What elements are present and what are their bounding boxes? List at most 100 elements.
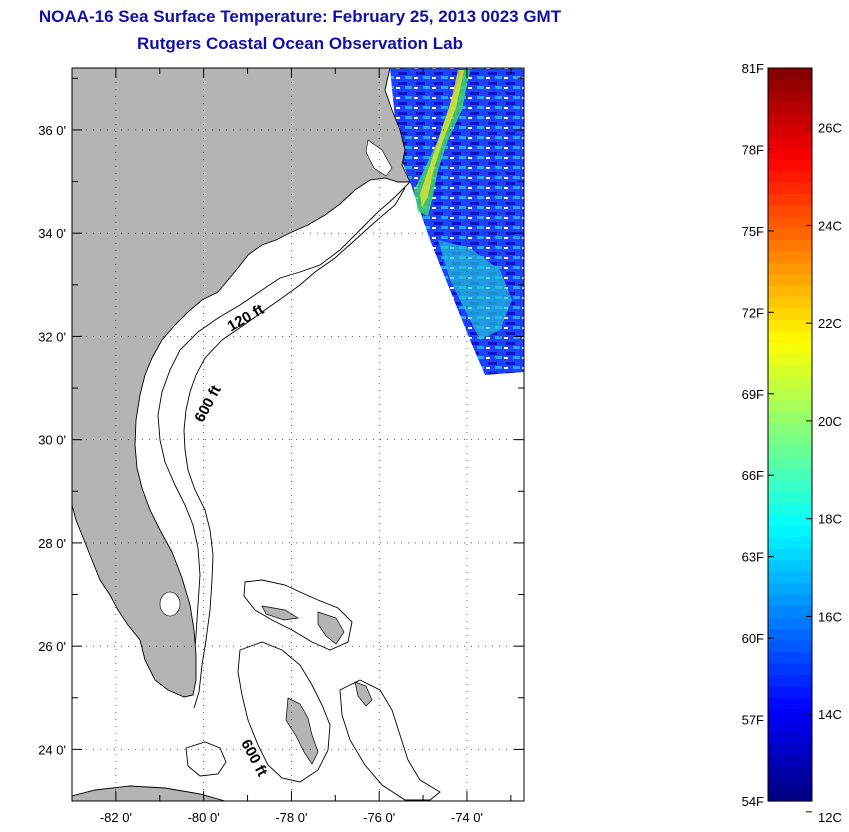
bahamas-islands-grand — [261, 605, 300, 621]
colorbar-swatch — [768, 732, 812, 745]
colorbar-swatch — [768, 743, 812, 756]
lon-tick-label: -74 0' — [451, 810, 483, 825]
map-frame — [71, 67, 525, 802]
colorbar-swatch — [768, 90, 812, 103]
colorbar-swatch — [768, 79, 812, 92]
pamlico-sound — [365, 139, 393, 177]
colorbar-swatch — [768, 274, 812, 287]
colorbar-swatch — [768, 778, 812, 791]
colorbar-swatch — [768, 388, 812, 401]
bahamas-islands-eleuthera — [354, 681, 373, 707]
map-subtitle: Rutgers Coastal Ocean Observation Lab — [137, 34, 463, 53]
lat-tick-label: 32 0' — [38, 329, 66, 344]
colorbar-swatch — [768, 480, 812, 493]
colorbar-swatch — [768, 148, 812, 161]
colorbar-swatch — [768, 262, 812, 275]
colorbar-swatch — [768, 216, 812, 229]
colorbar-swatch — [768, 159, 812, 172]
contour-120ft — [157, 181, 411, 689]
us-mainland — [72, 68, 411, 698]
contour-600ft — [183, 187, 406, 709]
colorbar-c-label: 22C — [818, 316, 842, 331]
colorbar-swatch — [768, 686, 812, 699]
colorbar-swatch — [768, 514, 812, 527]
colorbar-swatch — [768, 171, 812, 184]
lake-okeechobee — [159, 591, 181, 617]
colorbar-swatch — [768, 675, 812, 688]
colorbar-swatch — [768, 640, 812, 653]
colorbar-swatch — [768, 136, 812, 149]
colorbar-swatch — [768, 68, 812, 81]
lat-tick-label: 34 0' — [38, 226, 66, 241]
bahamas-bank-southwest — [185, 741, 227, 777]
colorbar-c-label: 12C — [818, 810, 842, 825]
bahamas-bank-great — [237, 641, 331, 783]
lon-tick-label: -78 0' — [275, 810, 307, 825]
colorbar-swatch — [768, 205, 812, 218]
colorbar-c-label: 20C — [818, 414, 842, 429]
colorbar-swatch — [768, 102, 812, 115]
colorbar-frame — [767, 67, 813, 802]
bahamas-bank-east — [339, 679, 441, 801]
colorbar-swatch — [768, 663, 812, 676]
colorbar-swatch — [768, 491, 812, 504]
colorbar-swatch — [768, 319, 812, 333]
lon-tick-label: -76 0' — [363, 810, 395, 825]
colorbar-swatch — [768, 720, 812, 733]
colorbar-c-label: 14C — [818, 707, 842, 722]
colorbar-f-label: 78F — [742, 142, 764, 157]
colorbar-swatch — [768, 423, 812, 436]
colorbar-swatch — [768, 606, 812, 619]
colorbar-f-label: 60F — [742, 631, 764, 646]
colorbar-swatch — [768, 354, 812, 367]
colorbar-swatch — [768, 377, 812, 390]
colorbar-f-label: 54F — [742, 794, 764, 809]
colorbar-swatch — [768, 342, 812, 355]
colorbar-swatch — [768, 789, 812, 802]
colorbar-swatch — [768, 308, 812, 321]
bahamas-islands-abaco — [317, 611, 345, 645]
colorbar-c-label: 26C — [818, 121, 842, 136]
colorbar-swatch — [768, 766, 812, 779]
colorbar-swatch — [768, 526, 812, 539]
colorbar-swatch — [768, 331, 812, 344]
colorbar-f-label: 81F — [742, 61, 764, 76]
colorbar-swatch — [768, 193, 812, 207]
colorbar-swatch — [768, 652, 812, 665]
colorbar-swatch — [768, 549, 812, 562]
sst-mid-patches — [438, 240, 512, 340]
colorbar-f-label: 57F — [742, 713, 764, 728]
bahamas-bank-north — [243, 579, 353, 651]
lat-tick-label: 30 0' — [38, 433, 66, 448]
colorbar-swatch — [768, 503, 812, 516]
colorbar-swatch — [768, 709, 812, 722]
colorbar-swatch — [768, 434, 812, 447]
colorbar-swatch — [768, 400, 812, 413]
colorbar-swatch — [768, 239, 812, 252]
map-title: NOAA-16 Sea Surface Temperature: Februar… — [38, 7, 562, 26]
lat-tick-label: 36 0' — [38, 123, 66, 138]
colorbar-swatch — [768, 411, 812, 424]
colorbar-swatch — [768, 617, 812, 630]
colorbar: 81F 78F 75F 72F 69F 66F 63F 60F 57F 54F 26C 24C 22C 2… — [742, 61, 842, 825]
colorbar-swatch — [768, 365, 812, 378]
colorbar-swatch — [768, 537, 812, 550]
colorbar-swatch — [768, 560, 812, 573]
colorbar-swatch — [768, 125, 812, 138]
colorbar-swatch — [768, 297, 812, 310]
colorbar-swatch — [768, 468, 812, 481]
colorbar-swatch — [768, 285, 812, 298]
colorbar-swatch — [768, 594, 812, 607]
colorbar-f-label: 69F — [742, 387, 764, 402]
lat-tick-label: 26 0' — [38, 639, 66, 654]
colorbar-swatch — [768, 113, 812, 126]
lon-tick-label: -80 0' — [188, 810, 220, 825]
colorbar-swatch — [768, 571, 812, 584]
lat-tick-label: 28 0' — [38, 536, 66, 551]
colorbar-f-label: 72F — [742, 305, 764, 320]
colorbar-f-label: 66F — [742, 468, 764, 483]
lat-tick-label: 24 0' — [38, 742, 66, 757]
colorbar-swatch — [768, 445, 812, 459]
colorbar-swatch — [768, 583, 812, 596]
